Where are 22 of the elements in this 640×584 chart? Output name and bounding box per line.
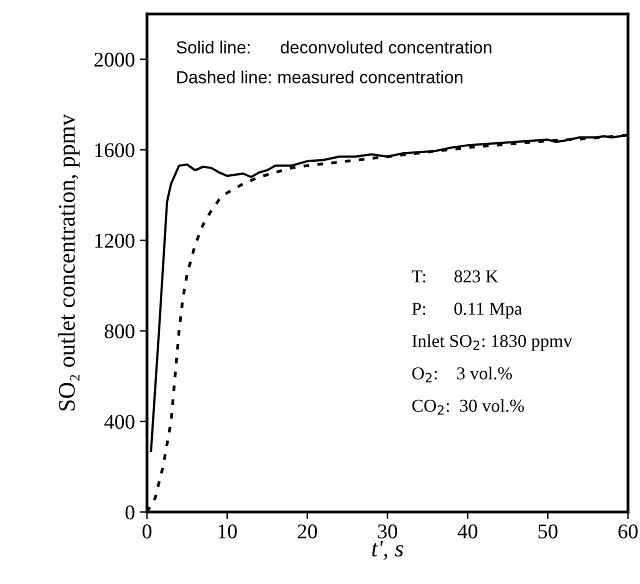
annotation: O$_{2}$: 3 vol.% — [412, 366, 512, 382]
annotation: CO$_{2}$: 30 vol.% — [412, 399, 524, 415]
y-tick-label: 1600 — [95, 143, 134, 158]
x-tick-label: 30 — [378, 524, 398, 538]
annotation: Solid line: deconvoluted concentration — [176, 40, 492, 54]
y-tick-label: 0 — [126, 505, 134, 520]
y-tick-label: 400 — [104, 414, 134, 429]
x-axis-title: t', s — [372, 540, 404, 560]
x-tick-label: 60 — [618, 524, 638, 538]
y-tick-label: 1200 — [95, 234, 134, 248]
annotation: P: 0.11 Mpa — [412, 302, 522, 318]
y-tick-label: 2000 — [94, 52, 134, 67]
x-tick-label: 40 — [458, 524, 478, 538]
x-tick-label: 50 — [538, 524, 558, 538]
x-tick-label: 10 — [218, 524, 237, 538]
annotation: T: 823 K — [412, 270, 498, 283]
x-tick-label: 20 — [298, 524, 317, 538]
y-tick-label: 800 — [104, 324, 134, 338]
x-tick-label: 0 — [142, 524, 152, 538]
annotation: Dashed line: measured concentration — [177, 70, 462, 84]
y-axis-title: SO₂ outlet concentration, ppmv — [58, 114, 80, 410]
annotation: Inlet SO$_{2}$: 1830 ppmv — [412, 334, 572, 351]
